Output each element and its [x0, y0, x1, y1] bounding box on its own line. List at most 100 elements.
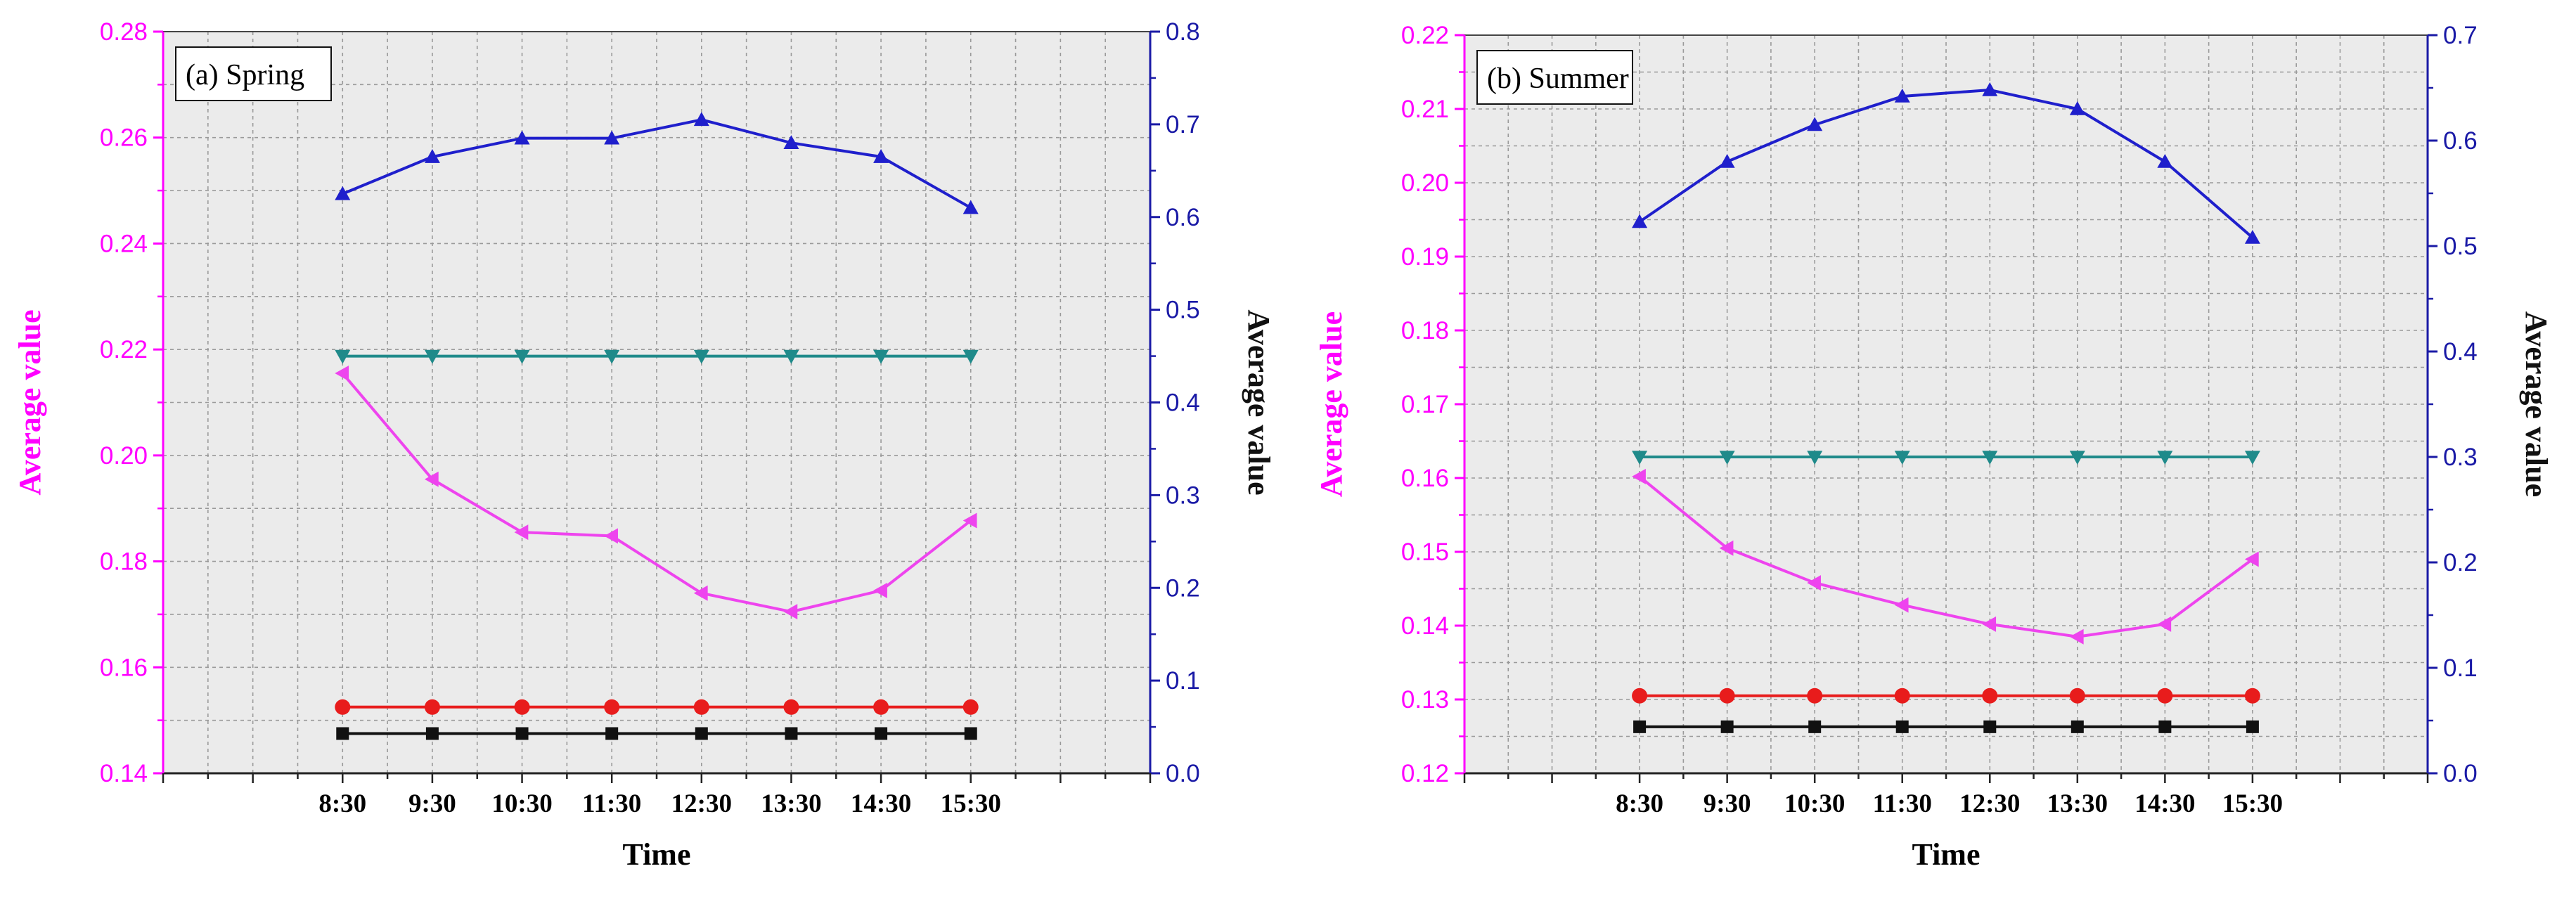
left-tick-label: 0.19 — [1401, 243, 1449, 271]
x-tick-label: 9:30 — [1704, 789, 1751, 818]
data-point — [424, 349, 440, 364]
data-point — [2157, 451, 2173, 465]
data-point — [1632, 688, 1648, 704]
data-point — [2244, 551, 2259, 567]
x-tick-label: 12:30 — [671, 789, 732, 818]
series-3 — [335, 366, 977, 620]
data-point — [693, 112, 709, 127]
right-tick-label: 0.2 — [2443, 549, 2478, 576]
right-axis-title: Average value — [1242, 309, 1276, 495]
chart-panel-2: 0.120.130.140.150.160.170.180.190.200.21… — [1314, 22, 2554, 872]
series-4 — [335, 699, 979, 715]
x-tick-label: 10:30 — [1784, 789, 1845, 818]
data-point — [2069, 628, 2084, 645]
left-tick-label: 0.14 — [1401, 612, 1449, 640]
left-tick-label: 0.16 — [1401, 465, 1449, 492]
x-tick-label: 11:30 — [582, 789, 641, 818]
right-tick-label: 0.0 — [2443, 760, 2478, 787]
right-tick-label: 0.7 — [1166, 111, 1200, 138]
right-tick-label: 0.6 — [2443, 127, 2478, 155]
x-tick-label: 12:30 — [1959, 789, 2020, 818]
data-point — [1895, 720, 1909, 733]
data-point — [1633, 720, 1647, 733]
series-line — [341, 372, 972, 614]
data-point — [1807, 688, 1823, 704]
data-point — [515, 727, 529, 740]
right-tick-label: 0.7 — [2443, 22, 2478, 49]
data-point — [2244, 451, 2260, 465]
left-tick-label: 0.18 — [1401, 317, 1449, 344]
data-point — [2069, 451, 2085, 465]
left-tick-label: 0.20 — [1401, 169, 1449, 197]
series-line — [342, 118, 972, 209]
x-tick-label: 13:30 — [2047, 789, 2108, 818]
data-point — [1982, 688, 1998, 704]
data-point — [1808, 720, 1822, 733]
data-point — [1720, 720, 1734, 733]
data-point — [873, 699, 889, 715]
right-tick-label: 0.4 — [1166, 389, 1200, 417]
data-point — [693, 349, 709, 364]
series-1 — [1632, 82, 2260, 244]
data-point — [1719, 688, 1735, 704]
x-axis-title: Time — [1912, 837, 1981, 872]
left-tick-label: 0.17 — [1401, 391, 1449, 418]
data-point — [424, 699, 440, 715]
data-point — [514, 349, 530, 364]
panel-label: (a) Spring — [186, 59, 304, 91]
right-tick-label: 0.5 — [1166, 297, 1200, 324]
data-point — [1719, 540, 1734, 556]
panel-label-box — [1476, 50, 1633, 105]
left-tick-label: 0.14 — [100, 760, 148, 787]
series-line — [1638, 89, 2254, 239]
left-tick-label: 0.12 — [1401, 760, 1449, 787]
left-tick-label: 0.22 — [1401, 22, 1449, 49]
series-1 — [335, 112, 979, 214]
series-3 — [1632, 468, 2259, 645]
left-axis-title: Average value — [1314, 311, 1348, 497]
right-tick-label: 0.0 — [1166, 760, 1200, 787]
data-point — [424, 149, 440, 163]
right-tick-label: 0.5 — [2443, 233, 2478, 260]
data-point — [2244, 230, 2260, 244]
left-tick-label: 0.26 — [100, 124, 148, 152]
data-point — [2157, 616, 2172, 632]
data-point — [1807, 117, 1823, 131]
data-point — [1982, 82, 1998, 96]
data-point — [1894, 688, 1910, 704]
x-tick-label: 11:30 — [1873, 789, 1932, 818]
data-point — [875, 727, 888, 740]
data-point — [2071, 720, 2084, 733]
series-2 — [335, 349, 979, 364]
data-point — [425, 727, 439, 740]
panel-label-box — [175, 46, 332, 101]
data-point — [335, 349, 351, 364]
left-tick-label: 0.15 — [1401, 538, 1449, 566]
panel-label: (b) Summer — [1487, 63, 1629, 95]
right-tick-label: 0.4 — [2443, 338, 2478, 366]
data-point — [1632, 468, 1646, 484]
right-tick-label: 0.6 — [1166, 204, 1200, 231]
left-tick-label: 0.21 — [1401, 96, 1449, 123]
data-point — [514, 130, 530, 145]
data-point — [514, 524, 529, 541]
data-point — [1719, 154, 1735, 168]
left-axis-title: Average value — [13, 309, 47, 495]
right-tick-label: 0.1 — [1166, 667, 1200, 695]
data-point — [1719, 451, 1735, 465]
data-point — [2157, 154, 2173, 168]
data-point — [962, 349, 979, 364]
x-tick-label: 15:30 — [2222, 789, 2283, 818]
data-point — [335, 186, 351, 200]
data-point — [1894, 89, 1910, 103]
data-point — [514, 699, 530, 715]
x-tick-label: 8:30 — [318, 789, 366, 818]
left-tick-label: 0.13 — [1401, 686, 1449, 714]
data-point — [1894, 597, 1909, 613]
series-2 — [1632, 451, 2260, 465]
left-tick-label: 0.28 — [100, 18, 148, 46]
data-point — [785, 727, 798, 740]
data-point — [1983, 720, 1997, 733]
data-point — [783, 135, 799, 150]
